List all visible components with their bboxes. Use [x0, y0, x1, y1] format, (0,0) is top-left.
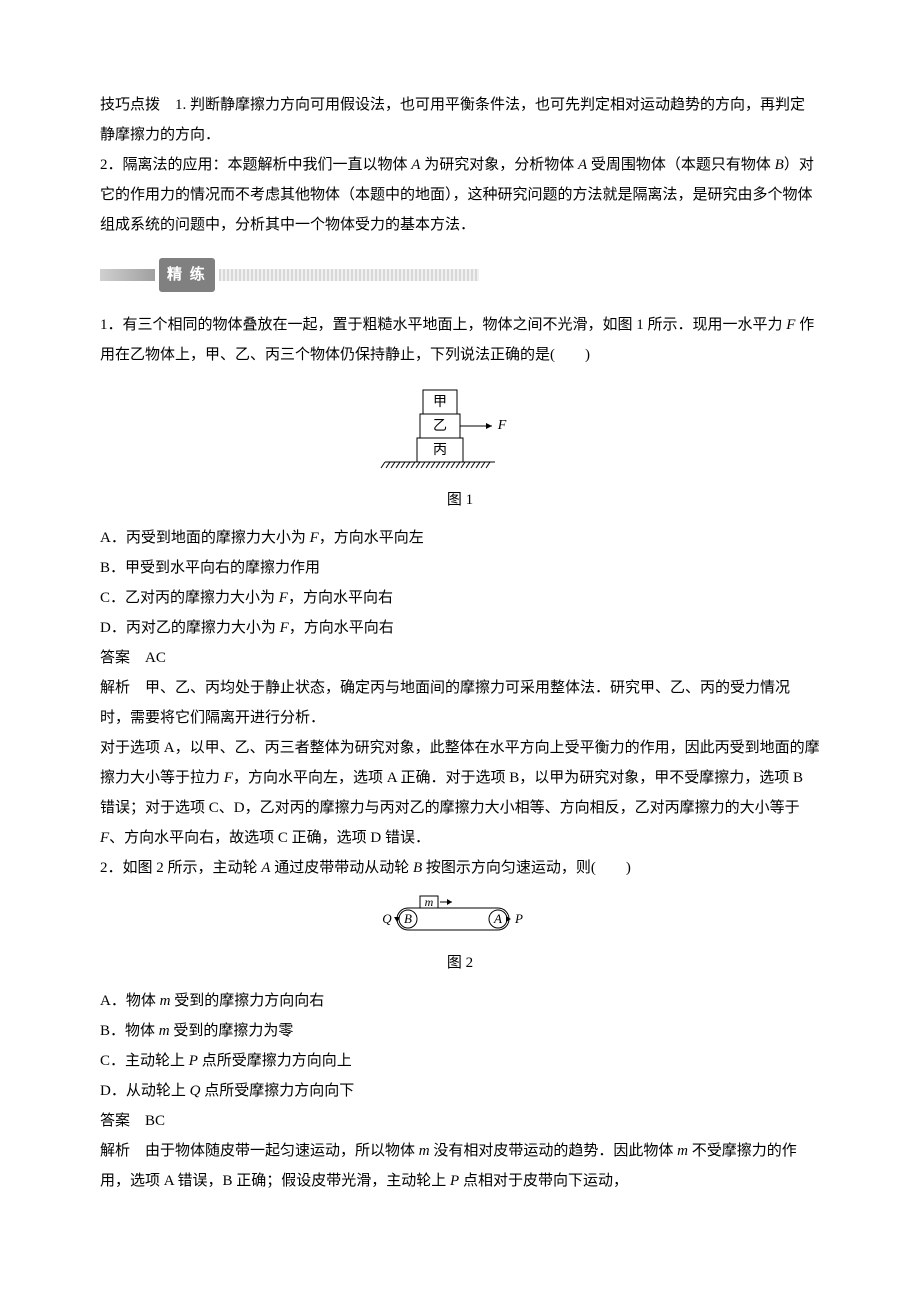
figure-2: B A Q Pm: [100, 893, 820, 938]
q2-explanation: 解析 由于物体随皮带一起匀速运动，所以物体 m 没有相对皮带运动的趋势．因此物体…: [100, 1136, 820, 1196]
figure-1: 丙乙甲 F: [100, 380, 820, 475]
q2-answer: 答案 BC: [100, 1106, 820, 1136]
svg-text:Q: Q: [382, 911, 392, 926]
q2-option-a: A．物体 m 受到的摩擦力方向向右: [100, 986, 820, 1016]
q1-stem: 1．有三个相同的物体叠放在一起，置于粗糙水平地面上，物体之间不光滑，如图 1 所…: [100, 310, 820, 370]
header-wave: [219, 269, 479, 281]
svg-text:F: F: [497, 418, 507, 433]
svg-text:甲: 甲: [433, 395, 447, 410]
q2-option-d: D．从动轮上 Q 点所受摩擦力方向向下: [100, 1076, 820, 1106]
q1-option-d: D．丙对乙的摩擦力大小为 F，方向水平向右: [100, 613, 820, 643]
q1-answer: 答案 AC: [100, 643, 820, 673]
fig2-svg: B A Q Pm: [370, 893, 550, 938]
q2-option-c: C．主动轮上 P 点所受摩擦力方向向上: [100, 1046, 820, 1076]
fig2-caption: 图 2: [100, 948, 820, 978]
svg-text:m: m: [425, 895, 434, 909]
q2-stem: 2．如图 2 所示，主动轮 A 通过皮带带动从动轮 B 按图示方向匀速运动，则(…: [100, 853, 820, 883]
svg-text:A: A: [493, 911, 502, 926]
q2-option-b: B．物体 m 受到的摩擦力为零: [100, 1016, 820, 1046]
svg-text:乙: 乙: [433, 418, 447, 434]
q1-explanation-2: 对于选项 A，以甲、乙、丙三者整体为研究对象，此整体在水平方向上受平衡力的作用，…: [100, 733, 820, 853]
header-bar-left: [100, 269, 155, 281]
tip-paragraph-1: 技巧点拨 1. 判断静摩擦力方向可用假设法，也可用平衡条件法，也可先判定相对运动…: [100, 90, 820, 150]
fig1-svg: 丙乙甲 F: [360, 380, 560, 475]
q1-option-b: B．甲受到水平向右的摩擦力作用: [100, 553, 820, 583]
svg-text:B: B: [404, 911, 412, 926]
svg-text:丙: 丙: [433, 443, 447, 458]
q1-explanation-1: 解析 甲、乙、丙均处于静止状态，确定丙与地面间的摩擦力可采用整体法．研究甲、乙、…: [100, 673, 820, 733]
q1-option-a: A．丙受到地面的摩擦力大小为 F，方向水平向左: [100, 523, 820, 553]
fig1-caption: 图 1: [100, 485, 820, 515]
q1-option-c: C．乙对丙的摩擦力大小为 F，方向水平向右: [100, 583, 820, 613]
tip-paragraph-2: 2．隔离法的应用：本题解析中我们一直以物体 A 为研究对象，分析物体 A 受周围…: [100, 150, 820, 240]
svg-text:P: P: [514, 911, 523, 926]
section-badge: 精 练: [159, 258, 215, 292]
section-header: 精 练: [100, 258, 820, 292]
